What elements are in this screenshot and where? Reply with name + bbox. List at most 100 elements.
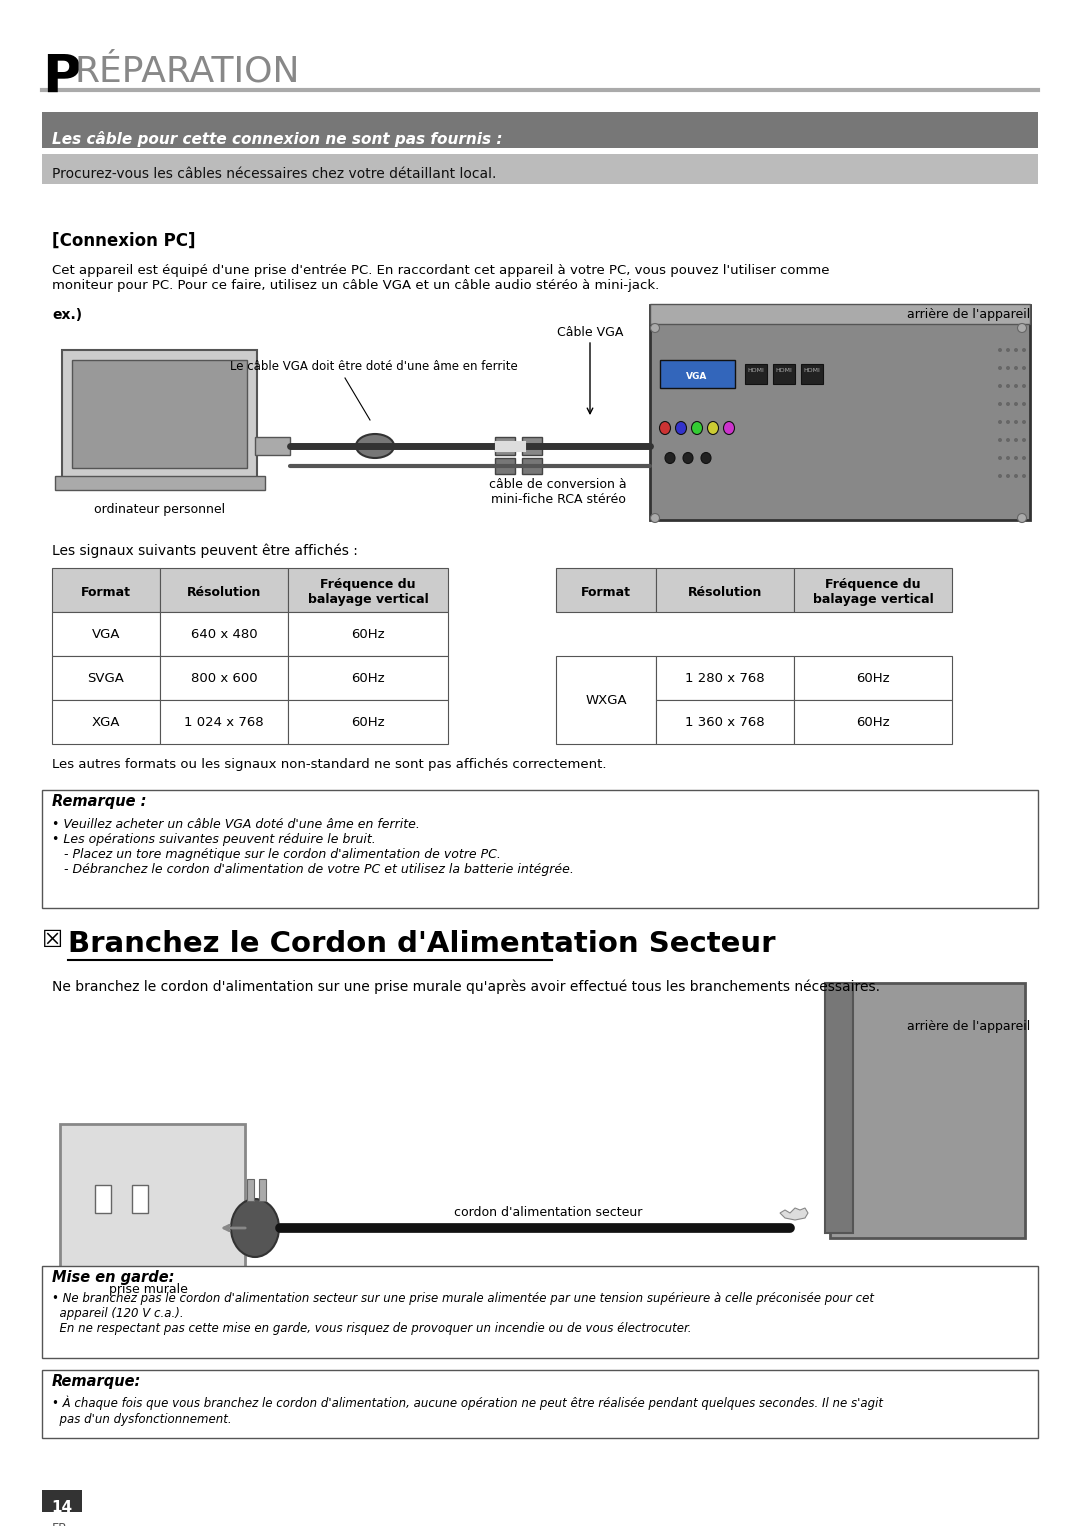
Ellipse shape xyxy=(1022,401,1026,406)
Text: Branchez le Cordon d'Alimentation Secteur: Branchez le Cordon d'Alimentation Secteu… xyxy=(68,929,775,958)
Ellipse shape xyxy=(1014,438,1018,443)
Ellipse shape xyxy=(1005,348,1010,353)
Text: RÉPARATION: RÉPARATION xyxy=(75,55,299,89)
Text: 1 280 x 768: 1 280 x 768 xyxy=(685,671,765,685)
Ellipse shape xyxy=(998,420,1002,424)
Text: Cet appareil est équipé d'une prise d'entrée PC. En raccordant cet appareil à vo: Cet appareil est équipé d'une prise d'en… xyxy=(52,264,829,291)
Text: ☒: ☒ xyxy=(42,928,63,952)
Text: Mise en garde:: Mise en garde: xyxy=(52,1270,175,1285)
Ellipse shape xyxy=(1005,366,1010,369)
Bar xyxy=(825,983,853,1233)
Bar xyxy=(831,983,1025,1238)
Bar xyxy=(160,568,288,612)
Bar xyxy=(656,656,794,700)
Bar xyxy=(52,656,160,700)
Bar xyxy=(52,612,160,656)
Text: 60Hz: 60Hz xyxy=(351,671,384,685)
Bar xyxy=(288,700,448,745)
Ellipse shape xyxy=(998,401,1002,406)
Text: Câble VGA: Câble VGA xyxy=(557,327,623,339)
Bar xyxy=(650,305,1030,520)
Text: ordinateur personnel: ordinateur personnel xyxy=(94,504,226,516)
Text: HDMI: HDMI xyxy=(775,368,793,372)
Bar xyxy=(52,568,160,612)
Ellipse shape xyxy=(1014,385,1018,388)
Ellipse shape xyxy=(1017,514,1026,522)
Bar xyxy=(42,790,1038,908)
Polygon shape xyxy=(780,1209,808,1219)
Bar xyxy=(60,1125,245,1276)
Bar xyxy=(72,360,247,468)
Text: Ne branchez le cordon d'alimentation sur une prise murale qu'après avoir effectu: Ne branchez le cordon d'alimentation sur… xyxy=(52,980,880,995)
Text: Les signaux suivants peuvent être affichés :: Les signaux suivants peuvent être affich… xyxy=(52,543,357,559)
Ellipse shape xyxy=(998,438,1002,443)
Ellipse shape xyxy=(998,366,1002,369)
Text: VGA: VGA xyxy=(686,372,707,382)
Ellipse shape xyxy=(998,385,1002,388)
Bar xyxy=(656,700,794,745)
Bar xyxy=(160,612,288,656)
Text: • Ne branchez pas le cordon d'alimentation secteur sur une prise murale alimenté: • Ne branchez pas le cordon d'alimentati… xyxy=(52,1293,874,1335)
Bar xyxy=(160,700,288,745)
Ellipse shape xyxy=(660,421,671,435)
Ellipse shape xyxy=(1022,385,1026,388)
Text: 640 x 480: 640 x 480 xyxy=(191,627,257,641)
Ellipse shape xyxy=(1022,366,1026,369)
Ellipse shape xyxy=(231,1199,279,1257)
Text: WXGA: WXGA xyxy=(585,693,626,707)
Bar xyxy=(95,1186,111,1213)
Text: arrière de l'appareil: arrière de l'appareil xyxy=(907,1019,1030,1033)
Ellipse shape xyxy=(707,421,718,435)
Bar xyxy=(42,154,1038,185)
Bar xyxy=(55,476,265,490)
Bar xyxy=(522,436,542,455)
Bar xyxy=(288,568,448,612)
Text: cordon d'alimentation secteur: cordon d'alimentation secteur xyxy=(454,1206,643,1219)
Bar xyxy=(556,656,656,745)
Text: • Veuillez acheter un câble VGA doté d'une âme en ferrite.
• Les opérations suiv: • Veuillez acheter un câble VGA doté d'u… xyxy=(52,818,573,876)
Ellipse shape xyxy=(1014,401,1018,406)
Ellipse shape xyxy=(683,453,693,464)
Bar xyxy=(42,1267,1038,1358)
Ellipse shape xyxy=(356,433,394,458)
Bar xyxy=(247,1180,254,1201)
Ellipse shape xyxy=(650,324,660,333)
Text: P: P xyxy=(42,52,81,104)
Ellipse shape xyxy=(998,475,1002,478)
Bar xyxy=(794,568,951,612)
Bar xyxy=(556,568,656,612)
Ellipse shape xyxy=(701,453,711,464)
Text: Remarque:: Remarque: xyxy=(52,1373,141,1389)
Text: Résolution: Résolution xyxy=(688,586,762,598)
Ellipse shape xyxy=(998,456,1002,459)
Text: VGA: VGA xyxy=(92,627,120,641)
Ellipse shape xyxy=(724,421,734,435)
Bar xyxy=(650,304,1030,324)
Ellipse shape xyxy=(1005,456,1010,459)
Text: 60Hz: 60Hz xyxy=(856,716,890,728)
Text: SVGA: SVGA xyxy=(87,671,124,685)
Bar xyxy=(794,700,951,745)
Ellipse shape xyxy=(1014,475,1018,478)
Text: Les autres formats ou les signaux non-standard ne sont pas affichés correctement: Les autres formats ou les signaux non-st… xyxy=(52,758,607,771)
Text: 800 x 600: 800 x 600 xyxy=(191,671,257,685)
Text: 60Hz: 60Hz xyxy=(351,716,384,728)
Ellipse shape xyxy=(1017,324,1026,333)
Bar xyxy=(495,436,515,455)
Bar xyxy=(160,656,288,700)
Bar xyxy=(255,436,291,455)
Ellipse shape xyxy=(1014,366,1018,369)
Text: prise murale: prise murale xyxy=(109,1283,188,1296)
Ellipse shape xyxy=(650,514,660,522)
Text: 60Hz: 60Hz xyxy=(856,671,890,685)
Text: Format: Format xyxy=(81,586,131,598)
Ellipse shape xyxy=(1005,438,1010,443)
Bar xyxy=(52,700,160,745)
Text: 1 360 x 768: 1 360 x 768 xyxy=(685,716,765,728)
Ellipse shape xyxy=(1005,385,1010,388)
Bar xyxy=(773,365,795,385)
Ellipse shape xyxy=(1022,348,1026,353)
Bar xyxy=(495,458,515,475)
Ellipse shape xyxy=(675,421,687,435)
Bar xyxy=(42,1370,1038,1437)
